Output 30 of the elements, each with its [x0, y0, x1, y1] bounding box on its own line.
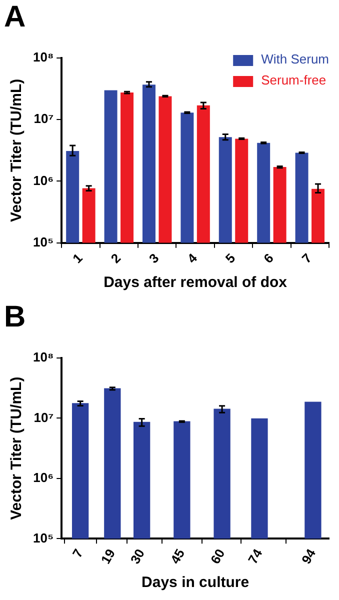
y-tick-label: 10⁸ [32, 50, 54, 65]
y-tick-label: 10⁶ [33, 172, 54, 188]
x-tick-label: 19 [98, 546, 118, 566]
x-tick-label: 30 [127, 546, 148, 566]
x-tick-label: 6 [260, 250, 276, 266]
x-tick-label: 74 [244, 546, 266, 566]
x-tick-label: 2 [108, 250, 124, 266]
x-tick-label: 94 [298, 546, 320, 566]
x-tick-label: 60 [208, 546, 228, 566]
chart-title: A [4, 0, 26, 34]
x-tick-label: 1 [70, 250, 86, 266]
x-tick-label: 45 [167, 546, 188, 566]
x-tick-label: 7 [69, 546, 86, 560]
chart-title: B [4, 300, 26, 334]
y-tick-label: 10⁶ [33, 470, 54, 486]
x-axis-title: Days in culture [142, 574, 250, 592]
y-tick-label: 10⁸ [32, 350, 54, 365]
x-tick-label: 4 [184, 250, 200, 266]
x-axis-title: Days after removal of dox [104, 274, 288, 292]
x-tick-label: 3 [146, 250, 162, 266]
x-tick-label: 5 [222, 250, 238, 266]
y-tick-label: 10⁷ [34, 111, 54, 126]
x-tick-label: 7 [298, 250, 315, 266]
y-axis-title: Vector Titer (TU/mL) [8, 376, 26, 520]
y-axis-title: Vector Titer (TU/mL) [8, 78, 26, 222]
legend-label: Serum-free [261, 72, 326, 88]
legend-label: With Serum [261, 52, 330, 67]
y-tick-label: 10⁷ [34, 410, 54, 425]
y-tick-label: 10⁵ [33, 234, 54, 250]
y-tick-label: 10⁵ [33, 530, 54, 546]
